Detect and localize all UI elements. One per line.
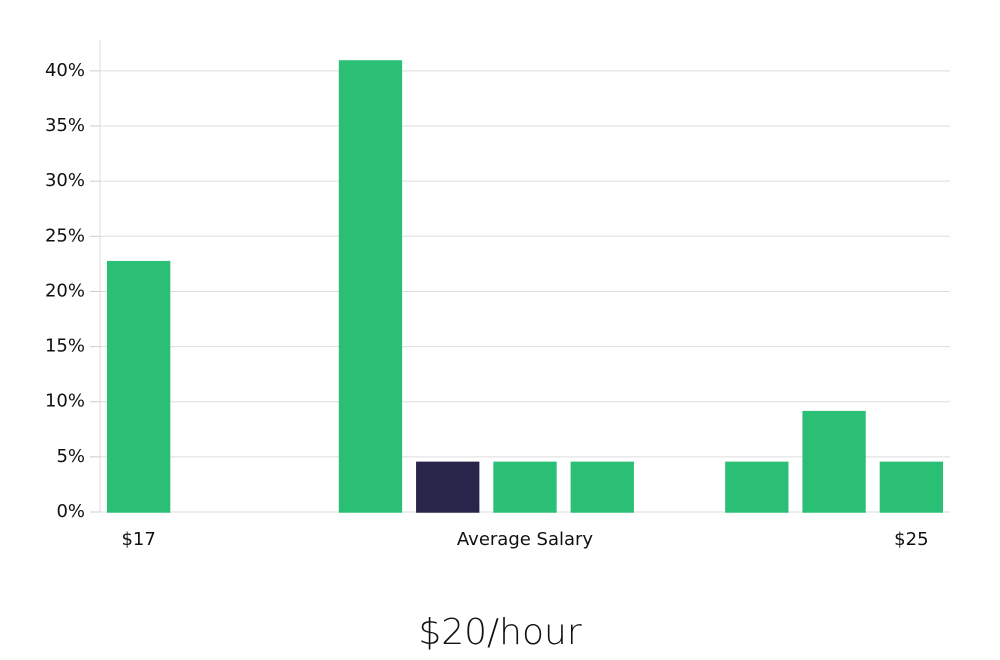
bar [879, 461, 944, 513]
x-tick-label: $25 [894, 529, 928, 550]
bar [106, 260, 171, 513]
x-axis-label: Average Salary [457, 529, 594, 550]
y-tick-label: 15% [45, 336, 85, 357]
chart-title: $20/hour [418, 612, 582, 653]
bar [416, 461, 480, 513]
bar [338, 60, 403, 513]
y-tick-label: 5% [56, 446, 85, 467]
bar [802, 410, 866, 513]
y-tick-label: 0% [56, 501, 85, 522]
y-tick-label: 35% [45, 115, 85, 136]
bar [725, 461, 789, 513]
y-tick-label: 30% [45, 170, 85, 191]
y-tick-label: 25% [45, 225, 85, 246]
y-tick-label: 10% [45, 391, 85, 412]
x-tick-label: $17 [121, 529, 155, 550]
y-tick-label: 40% [45, 60, 85, 81]
y-tick-label: 20% [45, 280, 85, 301]
bar [493, 461, 557, 513]
bar [570, 461, 634, 513]
